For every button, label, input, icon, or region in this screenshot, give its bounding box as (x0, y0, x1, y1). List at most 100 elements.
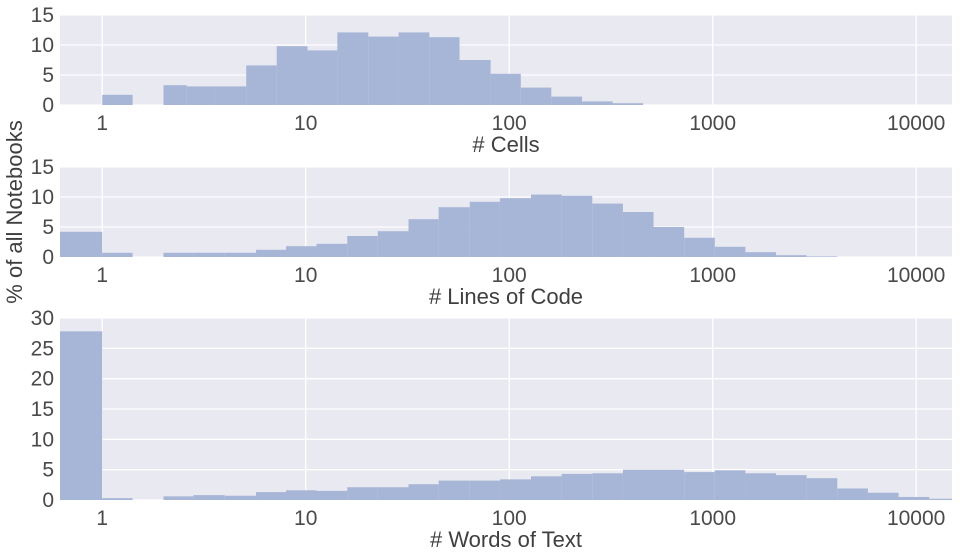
y-tick-label: 15 (31, 398, 54, 421)
y-tick-label: 15 (31, 4, 54, 27)
histogram-bar (561, 195, 593, 257)
histogram-bar (520, 87, 552, 105)
histogram-bar (684, 237, 715, 257)
histogram-bar (347, 236, 378, 257)
histogram-bar (490, 73, 521, 105)
histogram-bar (469, 201, 500, 257)
x-tick-label: 100 (492, 264, 527, 287)
histogram-bar (582, 101, 613, 105)
histogram-bar (592, 473, 623, 500)
histogram-bar (102, 94, 133, 105)
histogram-bar (714, 246, 746, 257)
histogram-bar (398, 32, 430, 105)
x-tick-label: 10 (294, 507, 317, 530)
histogram-bar (714, 470, 746, 500)
y-tick-label: 10 (31, 186, 54, 209)
y-tick-label: 0 (42, 246, 54, 269)
x-tick-label: 1000 (689, 507, 736, 530)
histogram-bar (469, 480, 500, 500)
histogram-bar (408, 484, 439, 500)
y-tick-label: 5 (42, 216, 54, 239)
histogram-bar (622, 469, 654, 500)
x-axis-label-words-of-text: # Words of Text (430, 527, 582, 552)
histogram-bar (163, 496, 194, 500)
histogram-bar (337, 32, 369, 105)
histogram-bar (551, 96, 583, 105)
histogram-bar (806, 478, 838, 500)
histogram-bar (745, 473, 777, 500)
x-tick-label: 100 (492, 112, 527, 135)
y-tick-label: 10 (31, 428, 54, 451)
y-tick-label: 5 (42, 459, 54, 482)
histogram-bar (622, 212, 654, 257)
histogram-bar (316, 490, 348, 500)
histogram-bar (499, 479, 532, 500)
histogram-bar (459, 60, 491, 105)
histogram-bar (224, 495, 257, 500)
x-tick-label: 10000 (887, 264, 945, 287)
x-tick-label: 1000 (689, 264, 736, 287)
histogram-bar (612, 103, 644, 105)
histogram-bar (929, 498, 952, 500)
histogram-bar (592, 203, 623, 257)
x-tick-label: 10000 (887, 112, 945, 135)
histogram-bar (193, 495, 225, 500)
histogram-bar (531, 476, 562, 500)
histogram-bar (438, 207, 470, 257)
histogram-bar (438, 480, 470, 500)
x-tick-label: 10 (294, 264, 317, 287)
histogram-bar (163, 85, 187, 105)
histogram-bar (276, 46, 308, 105)
histogram-bar (377, 487, 409, 500)
histogram-bar (102, 252, 133, 257)
y-tick-label: 25 (31, 337, 54, 360)
histogram-bar (653, 469, 685, 500)
histogram-bar (377, 231, 409, 257)
histogram-bar (186, 86, 216, 105)
x-axis-label-cells: # Cells (472, 132, 539, 157)
x-tick-label: 1000 (689, 112, 736, 135)
histogram-lines-of-code: 0 5 10 15 1 10 100 1000 10000 # Lines of Code (31, 156, 952, 309)
histogram-bar (286, 246, 317, 257)
histogram-bar (102, 498, 133, 500)
histogram-bar (215, 86, 247, 105)
histogram-words-of-text: 0 5 10 15 20 25 30 1 10 100 1000 10000 # Words of Te… (31, 307, 952, 552)
x-tick-label: 1 (96, 264, 108, 287)
y-tick-label: 0 (42, 94, 54, 117)
x-tick-label: 100 (492, 507, 527, 530)
y-tick-label: 10 (31, 34, 54, 57)
histogram-bar (429, 37, 460, 106)
histogram-bar (163, 252, 194, 257)
histogram-bar (408, 219, 439, 257)
histogram-bar (307, 50, 338, 105)
histogram-bar (368, 36, 399, 105)
histogram-bar (684, 472, 715, 500)
y-tick-label: 15 (31, 156, 54, 179)
histogram-bar (745, 252, 777, 257)
histogram-bar (60, 331, 103, 500)
histogram-bar (499, 198, 532, 257)
x-tick-label: 1 (96, 507, 108, 530)
histogram-bar (776, 475, 807, 500)
histogram-bar (561, 473, 593, 500)
histogram-bar (867, 492, 899, 500)
x-tick-label: 1 (96, 112, 108, 135)
y-tick-label: 5 (42, 64, 54, 87)
histogram-bar (224, 252, 257, 257)
histogram-bar (256, 492, 287, 500)
histogram-bar (806, 256, 838, 257)
x-tick-label: 10 (294, 112, 317, 135)
y-tick-label: 20 (31, 368, 54, 391)
histogram-bar (837, 488, 868, 500)
histogram-bar (286, 490, 317, 500)
histogram-bar (316, 243, 348, 257)
y-tick-label: 30 (31, 307, 54, 330)
histogram-bar (193, 252, 225, 257)
histogram-bar (898, 496, 930, 500)
histogram-bar (246, 65, 277, 105)
x-tick-label: 10000 (887, 507, 945, 530)
x-axis-label-lines-of-code: # Lines of Code (429, 284, 583, 309)
histogram-bar (776, 255, 807, 257)
